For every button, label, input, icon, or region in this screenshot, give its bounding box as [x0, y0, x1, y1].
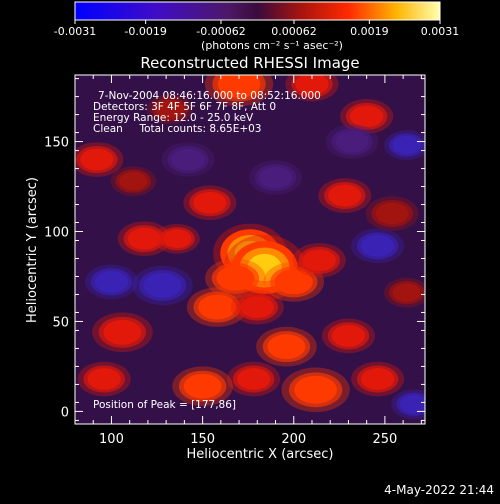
heatmap-blob — [399, 394, 425, 414]
heatmap-blob — [94, 271, 129, 293]
colorbar-scale — [74, 1, 441, 21]
heatmap-blob — [87, 368, 121, 390]
heatmap-blob — [274, 269, 313, 295]
y-tick-label: 50 — [52, 315, 69, 330]
y-tick-label: 100 — [44, 226, 69, 241]
heatmap-blob — [375, 202, 409, 225]
heatmap-blob — [258, 166, 293, 189]
heatmap-blob — [361, 235, 395, 257]
x-tick-label: 100 — [99, 432, 124, 447]
heatmap-blob — [171, 148, 205, 171]
heatmap-blob — [328, 184, 362, 207]
footer-timestamp: 4-May-2022 21:44 — [384, 483, 494, 497]
colorbar-tick-label: 0.0031 — [421, 25, 460, 38]
colorbar-tick-label: -0.00062 — [196, 25, 245, 38]
plot-area: 100 150 200 250 0 50 100 150 — [44, 74, 426, 447]
colorbar-tick-label: -0.0031 — [54, 25, 96, 38]
colorbar-tick-label: -0.0019 — [124, 25, 166, 38]
heatmap-blob — [240, 296, 274, 318]
y-tick-label: 150 — [44, 136, 69, 151]
heatmap-blob — [331, 325, 366, 347]
colorbar-units: (photons cm⁻² s⁻¹ asec⁻²) — [201, 39, 343, 52]
heatmap-blob — [193, 191, 227, 214]
heatmap-blob — [294, 375, 337, 404]
heatmap-blob — [143, 273, 182, 298]
heatmap-blob — [267, 334, 306, 360]
x-axis-label: Heliocentric X (arcsec) — [187, 447, 334, 462]
heatmap-blob — [217, 75, 261, 98]
chart-title: Reconstructed RHESSI Image — [140, 54, 359, 72]
heatmap-blob — [237, 368, 271, 390]
annotation-energy-range: Energy Range: 12.0 - 25.0 keV — [93, 112, 254, 124]
heatmap-blob — [295, 75, 329, 95]
heatmap-blob — [392, 283, 421, 302]
heatmap-blob — [80, 148, 114, 171]
plot-frame — [74, 74, 426, 425]
heatmap-blob — [392, 135, 421, 155]
heatmap-blob — [103, 319, 142, 345]
x-tick-label: 200 — [281, 432, 306, 447]
heatmap-blob — [216, 265, 255, 291]
heatmap-blob — [335, 130, 369, 153]
axis-ticks: 100 150 200 250 0 50 100 150 — [44, 75, 425, 447]
heatmap-blob — [198, 294, 237, 320]
colorbar-tick-label: 0.0019 — [350, 25, 389, 38]
annotation-detectors: Detectors: 3F 4F 5F 6F 7F 8F, Att 0 — [93, 101, 276, 113]
peak-position-label: Position of Peak = [177,86] — [93, 399, 236, 411]
heatmap-blob — [127, 227, 161, 250]
heatmap-blob — [302, 249, 336, 272]
colorbar-tick-label: 0.00062 — [271, 25, 317, 38]
colorbar-ticks: -0.0031 -0.0019 -0.00062 0.00062 0.0019 0.003… — [54, 20, 459, 38]
annotation-clean-counts: Clean Total counts: 8.65E+03 — [93, 123, 262, 135]
x-tick-label: 150 — [190, 432, 215, 447]
heatmap-blob — [155, 99, 185, 119]
annotation-block: 7-Nov-2004 08:46:16.000 to 08:52:16.000 … — [93, 90, 321, 135]
heatmap-image — [75, 75, 425, 420]
y-tick-label: 0 — [61, 405, 69, 420]
heatmap-blob — [183, 373, 222, 399]
y-axis-label: Heliocentric Y (arcsec) — [25, 177, 40, 323]
colorbar: -0.0031 -0.0019 -0.00062 0.00062 0.0019 0.003… — [54, 1, 459, 52]
heatmap-blob — [350, 105, 384, 128]
x-tick-label: 250 — [372, 432, 397, 447]
heatmap-blob — [119, 171, 148, 191]
heatmap-blob — [361, 368, 395, 390]
heatmap-blob — [162, 229, 192, 249]
annotation-time-range: 7-Nov-2004 08:46:16.000 to 08:52:16.000 — [98, 90, 321, 102]
